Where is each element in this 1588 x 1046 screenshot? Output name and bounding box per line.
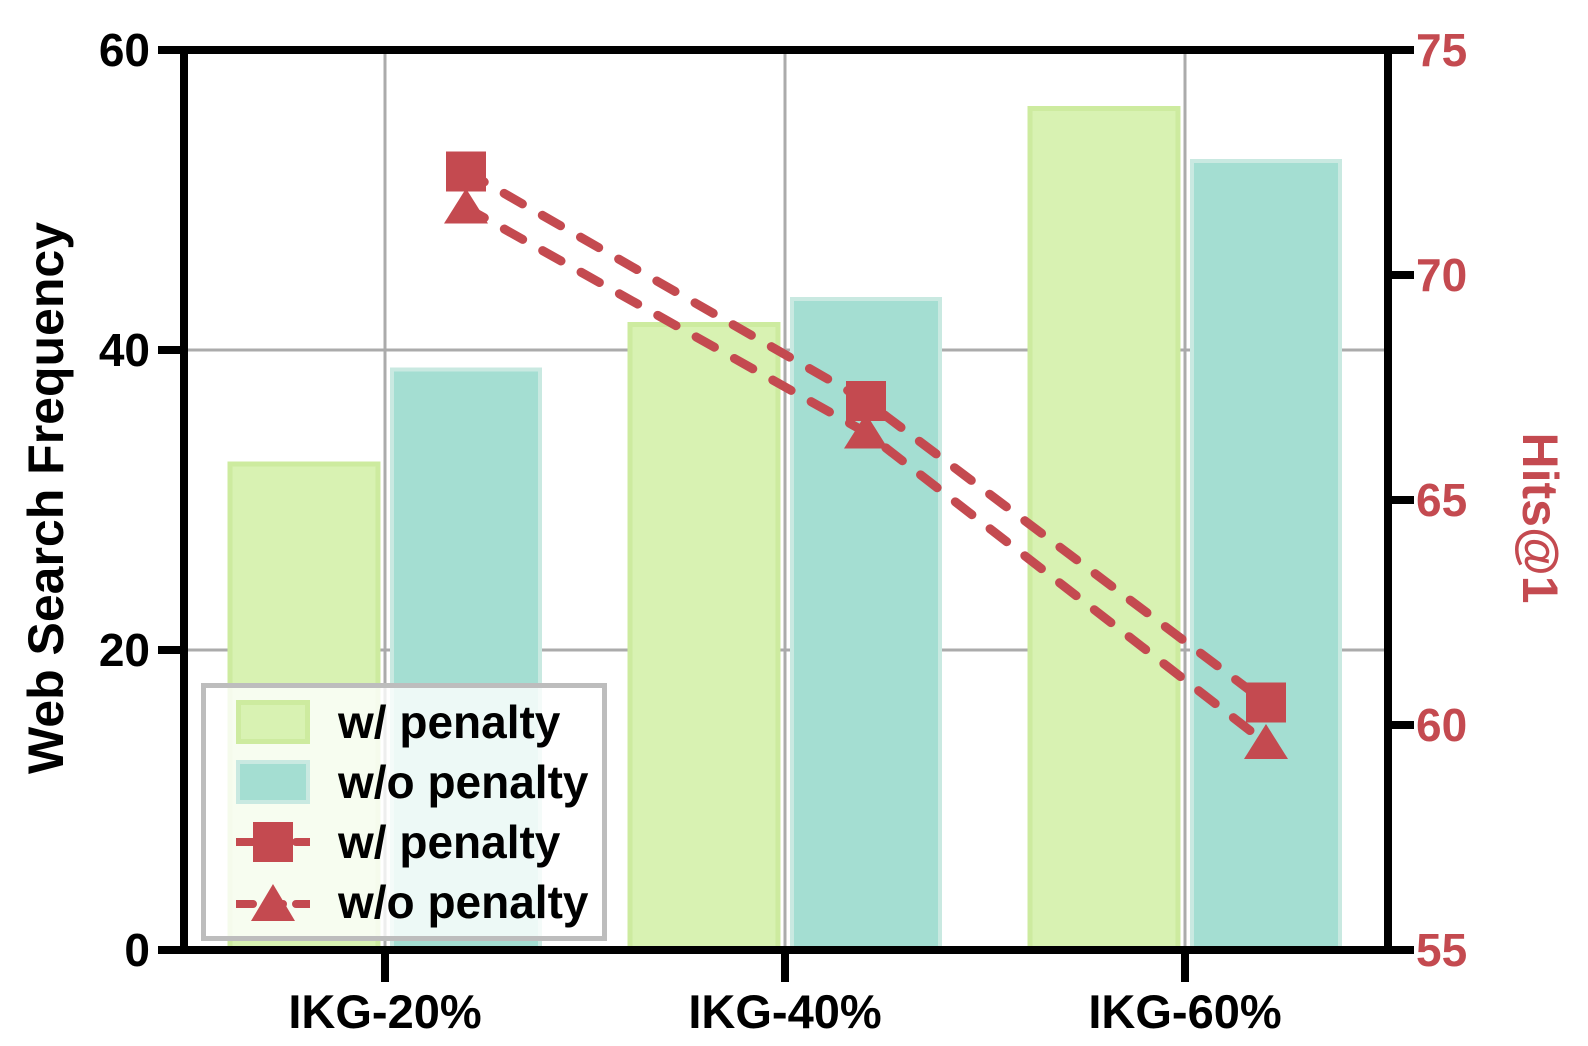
legend-label: w/ penalty — [338, 696, 561, 748]
y-right-tick-label-70: 70 — [1416, 249, 1468, 301]
red-triangle-dashed-line-icon — [236, 884, 310, 921]
y-left-tick-label-60: 60 — [98, 24, 150, 76]
legend-entry-line-w-penalty: w/ penalty — [236, 814, 594, 870]
x-tick-label-ikg-40: IKG-40% — [688, 985, 882, 1038]
y-left-axis-title: Web Search Frequency — [18, 221, 74, 775]
y-right-tick-label-65: 65 — [1416, 474, 1468, 526]
y-right-axis-title: Hits@1 — [1512, 432, 1568, 604]
y-left-tick-label-20: 20 — [98, 624, 150, 676]
red-square-dashed-line-icon — [236, 822, 310, 862]
y-left-tick-label-40: 40 — [98, 324, 150, 376]
legend-entry-bar-w-penalty: w/ penalty — [236, 694, 594, 750]
y-right-tick-label-75: 75 — [1416, 24, 1468, 76]
y-right-tick-label-60: 60 — [1416, 699, 1468, 751]
legend-entry-line-wo-penalty: w/o penalty — [236, 874, 594, 930]
y-left-tick-label-0: 0 — [124, 924, 150, 976]
y-right-tick-label-55: 55 — [1416, 924, 1468, 976]
legend: w/ penalty w/o penalty w/ penalty w/o pe… — [201, 683, 607, 941]
legend-label: w/o penalty — [338, 756, 589, 808]
green-bar-swatch-icon — [236, 700, 310, 744]
teal-bar-swatch-icon — [236, 760, 310, 804]
x-tick-label-ikg-60: IKG-60% — [1088, 985, 1282, 1038]
legend-label: w/ penalty — [338, 816, 561, 868]
x-tick-label-ikg-20: IKG-20% — [288, 985, 482, 1038]
legend-label: w/o penalty — [338, 876, 589, 928]
legend-entry-bar-wo-penalty: w/o penalty — [236, 754, 594, 810]
